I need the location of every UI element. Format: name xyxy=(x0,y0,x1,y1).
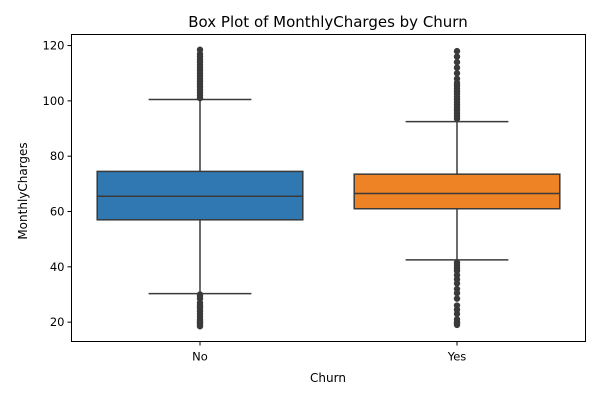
y-tick-label: 60 xyxy=(50,205,65,219)
outlier-point xyxy=(196,46,204,53)
box-group-yes xyxy=(353,47,561,329)
outlier-point xyxy=(453,75,461,82)
y-tick-label: 80 xyxy=(50,149,65,163)
x-tick-label-yes: Yes xyxy=(447,350,467,364)
outlier-point xyxy=(453,70,461,77)
y-axis: 20 40 60 80 100 120 xyxy=(43,39,72,329)
outlier-point xyxy=(453,64,461,71)
x-axis-label: Churn xyxy=(310,371,346,385)
outlier-point xyxy=(453,47,461,55)
outlier-point xyxy=(453,53,461,60)
outlier-point xyxy=(453,285,461,293)
outlier-point xyxy=(453,302,461,309)
y-tick-label: 120 xyxy=(43,39,65,53)
outlier-point xyxy=(453,295,461,302)
outlier-point xyxy=(453,58,461,66)
outlier-point xyxy=(453,316,461,323)
y-axis-label: MonthlyCharges xyxy=(16,142,30,239)
y-tick-label: 40 xyxy=(50,260,65,274)
outlier-point xyxy=(453,259,461,266)
y-tick-label: 20 xyxy=(50,315,65,329)
x-axis: No Yes xyxy=(192,341,467,364)
chart-title: Box Plot of MonthlyCharges by Churn xyxy=(188,13,467,31)
x-tick-label-no: No xyxy=(192,350,208,364)
plot-frame xyxy=(71,34,586,342)
plot-area xyxy=(96,46,561,330)
box-iqr xyxy=(353,173,561,210)
y-tick-label: 100 xyxy=(43,94,65,108)
box-group-no xyxy=(96,46,304,330)
outlier-point xyxy=(196,291,204,298)
